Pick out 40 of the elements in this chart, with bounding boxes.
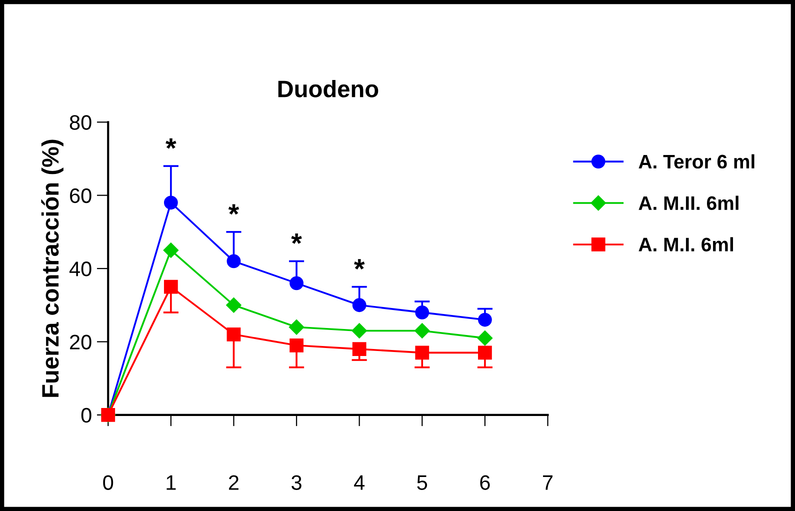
annotation: * <box>354 259 365 270</box>
x-tick-label: 7 <box>543 475 553 490</box>
x-tick-label: 5 <box>417 475 428 490</box>
point <box>477 330 493 346</box>
annotation: * <box>166 138 176 149</box>
x-tick-label: 1 <box>166 475 176 490</box>
annotation: * <box>228 204 240 215</box>
point <box>226 327 241 342</box>
annotation: * <box>291 234 302 244</box>
point <box>164 280 178 294</box>
legend-label: A. Teror 6 ml <box>638 154 754 169</box>
legend-label: A. M.I. 6ml <box>638 237 733 252</box>
point <box>226 254 241 268</box>
point <box>290 338 304 352</box>
legend-label: A. M.II. 6ml <box>638 196 738 210</box>
point <box>478 346 492 360</box>
point <box>352 298 366 312</box>
x-tick-label: 0 <box>103 475 114 490</box>
point <box>290 276 304 290</box>
y-tick-label: 80 <box>70 115 92 130</box>
point <box>226 298 242 313</box>
x-tick-label: 3 <box>292 475 302 490</box>
y-tick-label: 20 <box>70 334 92 350</box>
y-tick-label: 0 <box>81 408 92 423</box>
y-tick-label: 40 <box>69 262 92 276</box>
x-tick-label: 6 <box>480 475 490 490</box>
point <box>415 346 430 360</box>
y-axis-title: Fuerza contracción (%) <box>41 140 64 397</box>
x-tick-label: 4 <box>354 475 365 490</box>
x-tick-label: 2 <box>228 475 238 490</box>
chart-title: Duodeno <box>278 80 378 98</box>
point <box>352 342 366 356</box>
point <box>163 242 178 258</box>
y-tick-label: 60 <box>70 188 92 204</box>
point <box>288 320 304 335</box>
point <box>352 323 367 338</box>
point <box>415 306 430 320</box>
point <box>164 196 178 210</box>
point <box>414 323 430 338</box>
point <box>478 312 492 327</box>
